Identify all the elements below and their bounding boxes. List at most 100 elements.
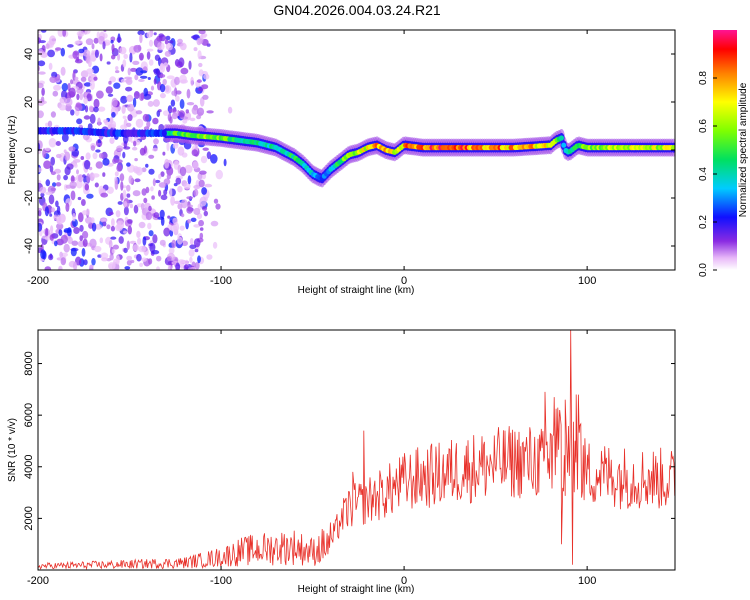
snr-y-label: SNR (10 * v/v): [7, 418, 18, 482]
noise-blob: [110, 225, 115, 232]
noise-blob: [116, 164, 123, 172]
noise-blob: [158, 189, 162, 197]
noise-blob: [108, 211, 114, 216]
noise-blob: [199, 97, 205, 107]
noise-blob: [175, 95, 180, 102]
noise-blob: [52, 182, 57, 188]
noise-blob: [56, 223, 64, 230]
noise-blob: [100, 218, 107, 222]
noise-blob: [103, 119, 108, 124]
noise-blob: [164, 50, 172, 57]
noise-blob: [171, 112, 178, 120]
noise-blob: [200, 155, 208, 164]
noise-blob: [115, 70, 120, 74]
noise-blob: [53, 84, 61, 91]
noise-blob: [169, 229, 174, 237]
noise-blob: [65, 202, 70, 212]
snr-panel: -200 -100 0 100 2000 4000 6000 8000 Height of …: [7, 329, 676, 595]
noise-blob: [73, 163, 78, 168]
noise-blob: [138, 79, 145, 82]
noise-blob: [85, 38, 94, 46]
x-tick-label: 100: [578, 575, 596, 587]
noise-blob: [137, 30, 145, 36]
noise-blob: [196, 107, 205, 116]
noise-blob: [82, 49, 91, 57]
noise-blob: [49, 213, 53, 217]
noise-blob: [82, 174, 86, 178]
noise-blob: [82, 238, 88, 248]
noise-blob: [56, 174, 61, 181]
noise-blob: [82, 210, 88, 216]
noise-blob: [223, 158, 227, 167]
noise-blob: [177, 236, 183, 245]
noise-blob: [123, 230, 128, 234]
colorbar-label: Normalized spectral amplitude: [738, 82, 749, 217]
noise-blob: [193, 207, 201, 216]
noise-blob: [111, 111, 116, 118]
noise-blob: [139, 33, 143, 44]
noise-blob: [106, 186, 114, 194]
noise-blob: [135, 166, 143, 176]
noise-blob: [122, 189, 127, 199]
noise-blob: [72, 212, 76, 222]
noise-blob: [127, 103, 135, 112]
noise-blob: [122, 134, 129, 144]
noise-blob: [132, 60, 140, 65]
noise-blob: [109, 253, 114, 261]
noise-blob: [102, 41, 106, 50]
noise-blob: [40, 96, 45, 103]
noise-blob: [127, 225, 132, 235]
noise-blob: [56, 214, 62, 224]
noise-blob: [67, 44, 74, 48]
noise-blob: [89, 113, 96, 124]
noise-blob: [189, 117, 196, 122]
noise-blob: [162, 151, 166, 156]
noise-blob: [165, 35, 171, 41]
noise-blob: [189, 238, 194, 246]
noise-blob: [192, 161, 199, 170]
snr-x-ticks: -200 -100 0 100: [27, 330, 596, 587]
noise-blob: [199, 227, 204, 231]
noise-blob: [148, 59, 154, 66]
noise-blob: [121, 104, 126, 114]
noise-blob: [185, 109, 189, 114]
noise-blob: [187, 175, 192, 185]
noise-blob: [201, 187, 208, 195]
noise-blob: [62, 30, 67, 37]
noise-blob: [178, 259, 185, 264]
noise-blob: [152, 117, 159, 125]
noise-blob: [156, 255, 162, 262]
noise-blob: [112, 244, 119, 250]
noise-blob: [92, 173, 100, 178]
noise-blob: [183, 264, 189, 270]
noise-blob: [83, 115, 91, 120]
noise-blob: [49, 35, 56, 46]
noise-blob: [193, 47, 198, 52]
noise-blob: [40, 30, 47, 33]
noise-blob: [55, 153, 62, 159]
noise-blob: [86, 68, 94, 75]
noise-blob: [150, 85, 155, 91]
noise-blob: [74, 76, 79, 81]
noise-blob: [169, 187, 173, 198]
colorbar-tick-label: 0.4: [698, 167, 709, 181]
noise-blob: [101, 151, 108, 160]
snr-x-label: Height of straight line (km): [298, 584, 415, 595]
noise-blob: [178, 57, 185, 68]
noise-blob: [128, 175, 133, 185]
noise-blob: [123, 53, 128, 60]
noise-blob: [187, 219, 191, 224]
noise-blob: [151, 195, 155, 200]
noise-blob: [63, 174, 68, 181]
noise-blob: [114, 171, 119, 177]
noise-blob: [86, 193, 94, 199]
noise-blob: [38, 60, 46, 67]
noise-blob: [134, 158, 138, 162]
noise-blob: [198, 30, 206, 35]
noise-blob: [148, 39, 154, 47]
noise-blob: [116, 255, 120, 265]
noise-blob: [44, 206, 50, 217]
noise-blob: [143, 87, 148, 97]
noise-blob: [105, 86, 113, 94]
noise-blob: [65, 97, 73, 107]
